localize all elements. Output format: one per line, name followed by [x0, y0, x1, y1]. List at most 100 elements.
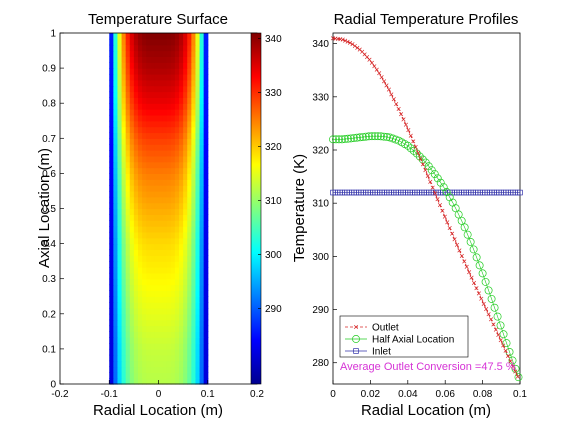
data-point-x — [452, 237, 457, 242]
heatmap-cell — [170, 313, 176, 321]
left-y-tick-label: 0.7 — [42, 134, 56, 145]
heatmap-cell — [117, 85, 123, 93]
right-y-tick-label: 290 — [312, 305, 329, 316]
heatmap-cell — [117, 307, 123, 315]
heatmap-cell — [162, 307, 168, 315]
heatmap-cell — [125, 103, 131, 110]
heatmap-cell — [179, 378, 184, 385]
heatmap-cell — [158, 372, 164, 379]
heatmap-cell — [199, 290, 205, 297]
left-y-tick-label: 0.8 — [42, 99, 56, 110]
heatmap-cell — [170, 179, 176, 186]
heatmap-cell — [195, 214, 201, 221]
heatmap-cell — [166, 290, 172, 297]
heatmap-cell — [166, 73, 172, 81]
heatmap-cell — [113, 226, 119, 233]
heatmap-cell — [125, 220, 131, 227]
heatmap-cell — [154, 237, 160, 245]
legend-label: Inlet — [372, 347, 391, 358]
data-point-x — [513, 369, 518, 374]
heatmap-cell — [137, 319, 143, 327]
heatmap-cell — [203, 313, 209, 321]
heatmap-cell — [117, 161, 123, 169]
heatmap-cell — [142, 220, 147, 227]
heatmap-cell — [179, 167, 184, 174]
heatmap-cell — [137, 179, 143, 186]
heatmap-cell — [174, 68, 180, 75]
heatmap-cell — [137, 73, 143, 81]
heatmap-cell — [195, 284, 201, 291]
heatmap-cell — [137, 109, 143, 116]
heatmap-cell — [125, 366, 131, 373]
heatmap-cell — [199, 114, 205, 122]
heatmap-cell — [203, 155, 209, 163]
heatmap-cell — [203, 44, 209, 52]
heatmap-cell — [174, 331, 180, 338]
heatmap-cell — [191, 255, 197, 262]
heatmap-cell — [109, 44, 114, 52]
heatmap-cell — [117, 44, 123, 52]
heatmap-cell — [113, 284, 119, 291]
heatmap-cell — [117, 126, 123, 134]
conversion-annotation: Average Outlet Conversion =47.5 % — [340, 361, 516, 373]
heatmap-cell — [183, 319, 188, 327]
heatmap-cell — [154, 337, 160, 344]
heatmap-cell — [129, 109, 135, 116]
heatmap-cell — [146, 38, 151, 46]
data-point-circle — [373, 132, 382, 141]
heatmap-cell — [113, 38, 119, 46]
heatmap-cell — [137, 243, 143, 251]
heatmap-cell — [121, 296, 127, 303]
heatmap-cell — [142, 79, 147, 87]
heatmap-cell — [158, 319, 164, 327]
heatmap-cell — [179, 190, 184, 198]
heatmap-cell — [195, 56, 201, 63]
heatmap-cell — [191, 185, 197, 192]
data-point-circle — [427, 166, 436, 175]
heatmap-cell — [195, 138, 201, 145]
data-point-x — [501, 343, 506, 348]
heatmap-cell — [166, 167, 172, 174]
data-point-circle — [329, 135, 337, 144]
heatmap-cell — [162, 360, 168, 368]
heatmap-cell — [199, 337, 205, 344]
heatmap-cell — [129, 144, 135, 151]
heatmap-cell — [117, 38, 123, 46]
heatmap-cell — [154, 267, 160, 274]
heatmap-cell — [195, 179, 201, 186]
heatmap-cell — [162, 44, 168, 52]
heatmap-cell — [187, 150, 192, 157]
heatmap-cell — [191, 272, 197, 280]
heatmap-cell — [129, 255, 135, 262]
heatmap-cell — [162, 343, 168, 350]
heatmap-cell — [109, 126, 114, 134]
heatmap-cell — [146, 278, 151, 286]
heatmap-cell — [195, 173, 201, 180]
heatmap-cell — [158, 331, 164, 338]
heatmap-cell — [199, 226, 205, 233]
heatmap-cell — [109, 319, 114, 327]
heatmap-cell — [187, 132, 192, 139]
heatmap-cell — [195, 185, 201, 192]
heatmap-cell — [125, 44, 131, 52]
heatmap-cell — [133, 261, 139, 268]
heatmap-cell — [195, 272, 201, 280]
heatmap-cell — [113, 190, 119, 198]
heatmap-cell — [179, 237, 184, 245]
heatmap-cell — [199, 120, 205, 128]
heatmap-cell — [129, 272, 135, 280]
heatmap-cell — [133, 50, 139, 57]
heatmap-cell — [179, 173, 184, 180]
heatmap-cell — [187, 220, 192, 227]
left-x-axis: -0.2 -0.1 0 0.1 0.2 — [51, 380, 264, 400]
heatmap-cell — [133, 167, 139, 174]
heatmap-cell — [158, 237, 164, 245]
heatmap-cell — [166, 313, 172, 321]
heatmap-cell — [158, 50, 164, 57]
heatmap-cell — [183, 33, 188, 40]
left-x-axis-label: Radial Location (m) — [93, 402, 223, 419]
heatmap-cell — [129, 132, 135, 139]
heatmap-cell — [179, 284, 184, 291]
heatmap-cell — [174, 249, 180, 256]
